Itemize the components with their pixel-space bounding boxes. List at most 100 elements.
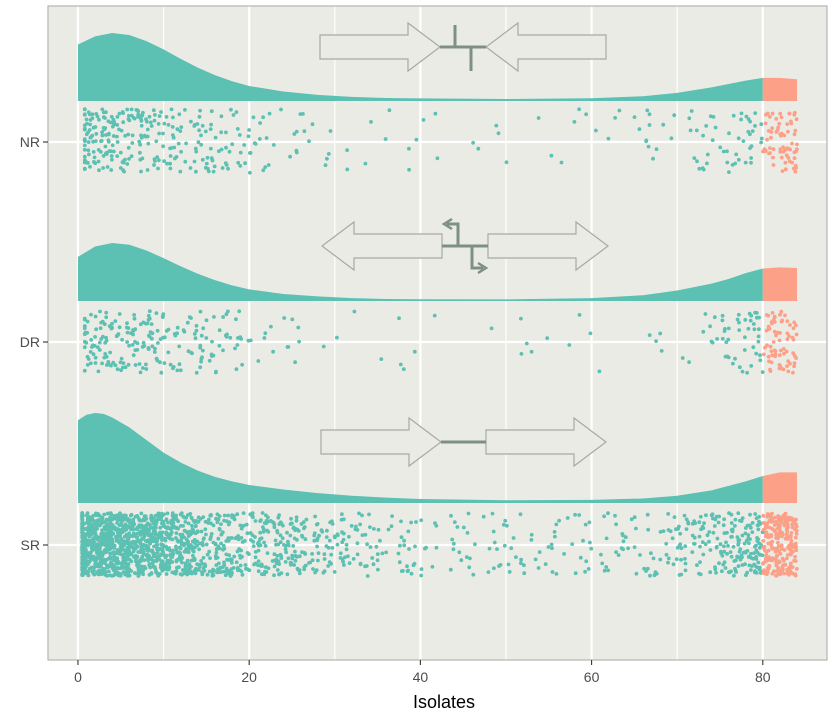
data-point xyxy=(263,331,268,336)
data-point-highlight xyxy=(790,335,795,340)
data-point xyxy=(88,122,92,127)
data-point xyxy=(94,524,99,529)
data-point xyxy=(104,315,109,320)
data-point xyxy=(108,516,112,520)
data-point xyxy=(736,564,741,568)
data-point xyxy=(315,522,320,526)
data-point xyxy=(243,563,248,567)
data-point xyxy=(172,570,176,575)
data-point xyxy=(179,149,184,154)
data-point-highlight xyxy=(785,364,789,368)
data-point xyxy=(118,523,122,527)
data-point xyxy=(178,169,183,174)
data-point xyxy=(160,546,165,551)
data-point xyxy=(201,348,205,353)
point-group xyxy=(80,511,799,578)
data-point xyxy=(103,144,108,149)
data-point xyxy=(522,571,527,576)
data-point xyxy=(115,154,120,159)
data-point xyxy=(115,367,120,372)
data-point xyxy=(141,340,146,345)
data-point xyxy=(182,329,187,334)
data-point xyxy=(145,552,150,557)
data-point xyxy=(695,563,699,567)
data-point xyxy=(249,538,253,542)
data-point xyxy=(351,557,356,561)
data-point xyxy=(160,564,164,569)
data-point xyxy=(734,570,738,574)
data-point xyxy=(84,117,89,122)
data-point xyxy=(278,533,283,538)
data-point-highlight xyxy=(766,541,771,546)
data-point xyxy=(121,361,126,365)
data-point xyxy=(235,549,240,554)
data-point-highlight xyxy=(761,561,765,566)
data-point xyxy=(248,151,253,155)
data-point xyxy=(133,348,138,352)
data-point xyxy=(137,362,142,366)
data-point xyxy=(296,325,301,330)
data-point xyxy=(112,122,116,127)
data-point xyxy=(197,114,202,119)
data-point xyxy=(409,571,414,576)
data-point-highlight xyxy=(768,344,773,349)
data-point-highlight xyxy=(777,353,782,358)
data-point-highlight xyxy=(767,525,772,530)
data-point xyxy=(109,512,114,517)
data-point xyxy=(136,574,141,578)
data-point xyxy=(715,337,719,341)
data-point xyxy=(680,356,685,360)
data-point-highlight xyxy=(771,340,776,344)
data-point xyxy=(246,338,251,343)
data-point xyxy=(139,511,144,516)
data-point xyxy=(108,520,113,525)
data-point xyxy=(100,130,104,135)
data-point xyxy=(234,110,239,114)
data-point xyxy=(138,142,143,147)
data-point xyxy=(123,559,128,564)
data-point xyxy=(204,161,209,166)
data-point xyxy=(140,537,144,542)
data-point xyxy=(307,139,311,144)
data-point xyxy=(397,560,402,565)
data-point xyxy=(659,349,664,353)
data-point xyxy=(459,558,464,563)
data-point xyxy=(588,331,593,336)
data-point-highlight xyxy=(770,546,775,551)
data-point-highlight xyxy=(771,163,776,167)
data-point xyxy=(138,322,143,327)
data-point xyxy=(82,113,87,117)
data-point xyxy=(752,327,757,332)
data-point xyxy=(119,368,123,373)
data-point xyxy=(88,361,93,366)
data-point xyxy=(88,550,93,555)
data-point xyxy=(399,519,403,524)
data-point xyxy=(168,154,173,158)
data-point xyxy=(170,513,175,518)
data-point xyxy=(118,548,123,553)
data-point xyxy=(704,124,709,128)
data-point xyxy=(232,554,237,559)
data-point xyxy=(209,532,214,536)
data-point xyxy=(730,163,735,167)
data-point xyxy=(174,517,179,522)
data-point xyxy=(214,547,219,552)
data-point xyxy=(264,521,268,526)
data-point xyxy=(80,548,85,553)
data-point xyxy=(116,333,120,337)
data-point xyxy=(253,555,258,560)
data-point-highlight xyxy=(791,370,795,375)
data-point xyxy=(101,334,105,339)
data-point xyxy=(109,168,114,172)
data-point-highlight xyxy=(768,146,772,151)
data-point xyxy=(497,564,501,568)
data-point xyxy=(127,567,132,571)
x-tick-label: 20 xyxy=(241,669,257,685)
data-point-highlight xyxy=(769,135,773,140)
data-point xyxy=(638,553,642,557)
data-point xyxy=(434,545,439,550)
data-point xyxy=(290,553,295,558)
data-point-highlight xyxy=(795,142,799,147)
data-point xyxy=(495,547,499,551)
data-point xyxy=(91,125,96,130)
